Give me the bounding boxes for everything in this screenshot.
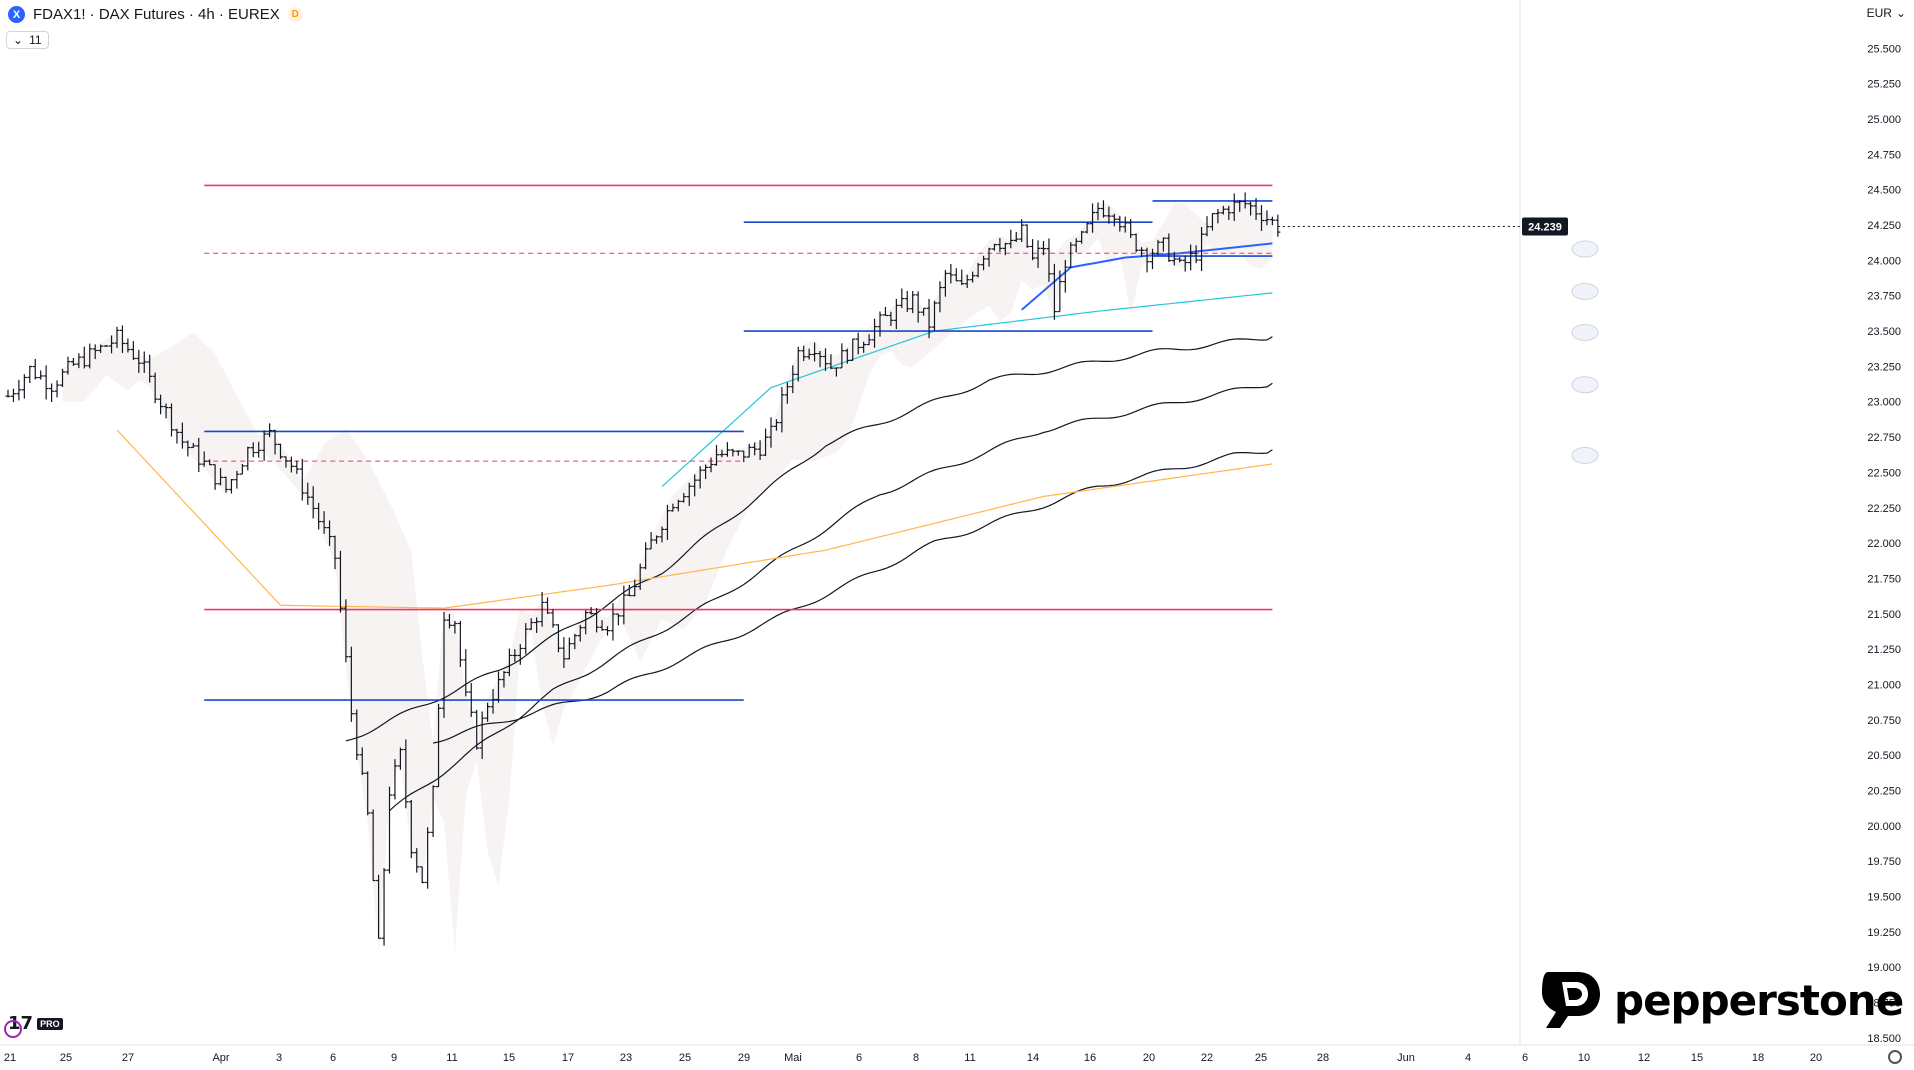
y-tick-label: 24.750 — [1867, 149, 1901, 161]
moving-average-line — [116, 429, 1273, 609]
y-tick-label: 22.750 — [1867, 432, 1901, 444]
x-tick-label: 22 — [1201, 1052, 1213, 1064]
x-tick-label: Apr — [212, 1052, 229, 1064]
x-tick-label: 23 — [620, 1052, 632, 1064]
x-tick-label: 12 — [1638, 1052, 1650, 1064]
y-tick-label: 19.500 — [1867, 892, 1901, 904]
x-tick-label: 20 — [1810, 1052, 1822, 1064]
gear-icon[interactable] — [1888, 1050, 1902, 1064]
moving-average-line — [389, 382, 1273, 812]
y-tick-label: 24.250 — [1867, 220, 1901, 232]
x-tick-label: 10 — [1578, 1052, 1590, 1064]
y-tick-label: 23.500 — [1867, 326, 1901, 338]
x-tick-label: Mai — [784, 1052, 802, 1064]
x-tick-label: 11 — [446, 1052, 457, 1064]
replay-icon[interactable] — [4, 1020, 22, 1038]
moving-average-line — [345, 336, 1273, 742]
currency-selector[interactable]: EUR ⌄ — [1867, 6, 1906, 20]
y-tick-label: 21.750 — [1867, 573, 1901, 585]
x-tick-label: 25 — [679, 1052, 691, 1064]
x-tick-label: 6 — [856, 1052, 862, 1064]
x-tick-label: 15 — [503, 1052, 515, 1064]
y-tick-label: 23.250 — [1867, 361, 1901, 373]
indicator-bubble — [1571, 240, 1599, 258]
indicators-count: 11 — [29, 33, 42, 47]
x-tick-label: 17 — [562, 1052, 574, 1064]
x-tick-label: 11 — [964, 1052, 975, 1064]
x-tick-label: 29 — [738, 1052, 750, 1064]
indicator-bubble — [1571, 282, 1599, 300]
y-tick-label: 20.000 — [1867, 821, 1901, 833]
symbol-header[interactable]: X FDAX1! · DAX Futures · 4h · EUREX D — [8, 6, 303, 23]
y-tick-label: 22.500 — [1867, 467, 1901, 479]
x-tick-label: 8 — [913, 1052, 919, 1064]
moving-average-line — [432, 449, 1273, 744]
tv-pro-badge: PRO — [37, 1017, 63, 1030]
moving-average-line — [661, 292, 1273, 488]
y-tick-label: 24.500 — [1867, 185, 1901, 197]
y-tick-label: 21.500 — [1867, 609, 1901, 621]
y-tick-label: 25.500 — [1867, 43, 1901, 55]
chevron-down-icon: ⌄ — [1895, 6, 1906, 20]
y-tick-label: 20.500 — [1867, 750, 1901, 762]
y-tick-label: 25.000 — [1867, 114, 1901, 126]
brand-name: pepperstone — [1614, 975, 1904, 1025]
y-tick-label: 21.250 — [1867, 644, 1901, 656]
symbol-title[interactable]: FDAX1! · DAX Futures · 4h · EUREX — [33, 6, 280, 23]
y-tick-label: 18.500 — [1867, 1033, 1901, 1045]
currency-label: EUR — [1866, 6, 1892, 20]
x-tick-label: 25 — [60, 1052, 72, 1064]
y-tick-label: 19.750 — [1867, 856, 1901, 868]
y-tick-label: 18.750 — [1867, 998, 1901, 1010]
y-tick-label: 21.000 — [1867, 679, 1901, 691]
x-tick-label: 16 — [1084, 1052, 1096, 1064]
y-tick-label: 22.250 — [1867, 503, 1901, 515]
x-tick-label: 6 — [330, 1052, 336, 1064]
x-tick-label: 4 — [1465, 1052, 1471, 1064]
indicator-bubble — [1571, 446, 1599, 464]
x-tick-label: 20 — [1143, 1052, 1155, 1064]
y-tick-label: 19.000 — [1867, 962, 1901, 974]
x-tick-label: 27 — [122, 1052, 134, 1064]
x-tick-label: 6 — [1522, 1052, 1528, 1064]
x-tick-label: 18 — [1752, 1052, 1764, 1064]
last-price-label: 24.239 — [1528, 222, 1562, 234]
pepperstone-icon — [1542, 972, 1600, 1028]
y-tick-label: 19.250 — [1867, 927, 1901, 939]
indicator-bubble — [1571, 376, 1599, 394]
price-axis-bg — [1520, 0, 1914, 1070]
last-price-tag — [1522, 217, 1568, 236]
indicators-toggle[interactable]: ⌄ 11 — [6, 31, 49, 49]
x-tick-label: 25 — [1255, 1052, 1267, 1064]
x-tick-label: 14 — [1027, 1052, 1039, 1064]
x-tick-label: 9 — [391, 1052, 397, 1064]
y-tick-label: 25.250 — [1867, 79, 1901, 91]
x-tick-label: Jun — [1397, 1052, 1415, 1064]
chevron-down-icon: ⌄ — [13, 33, 24, 47]
symbol-icon: X — [8, 6, 25, 23]
brand-logo: pepperstone — [1538, 968, 1904, 1032]
y-tick-label: 20.250 — [1867, 786, 1901, 798]
y-tick-label: 24.000 — [1867, 255, 1901, 267]
indicator-bubble — [1571, 323, 1599, 341]
x-tick-label: 28 — [1317, 1052, 1329, 1064]
x-tick-label: 21 — [4, 1052, 16, 1064]
x-tick-label: 3 — [276, 1052, 282, 1064]
data-badge[interactable]: D — [287, 7, 303, 22]
y-tick-label: 23.750 — [1867, 291, 1901, 303]
y-tick-label: 23.000 — [1867, 397, 1901, 409]
x-tick-label: 15 — [1691, 1052, 1703, 1064]
y-tick-label: 20.750 — [1867, 715, 1901, 727]
y-tick-label: 22.000 — [1867, 538, 1901, 550]
